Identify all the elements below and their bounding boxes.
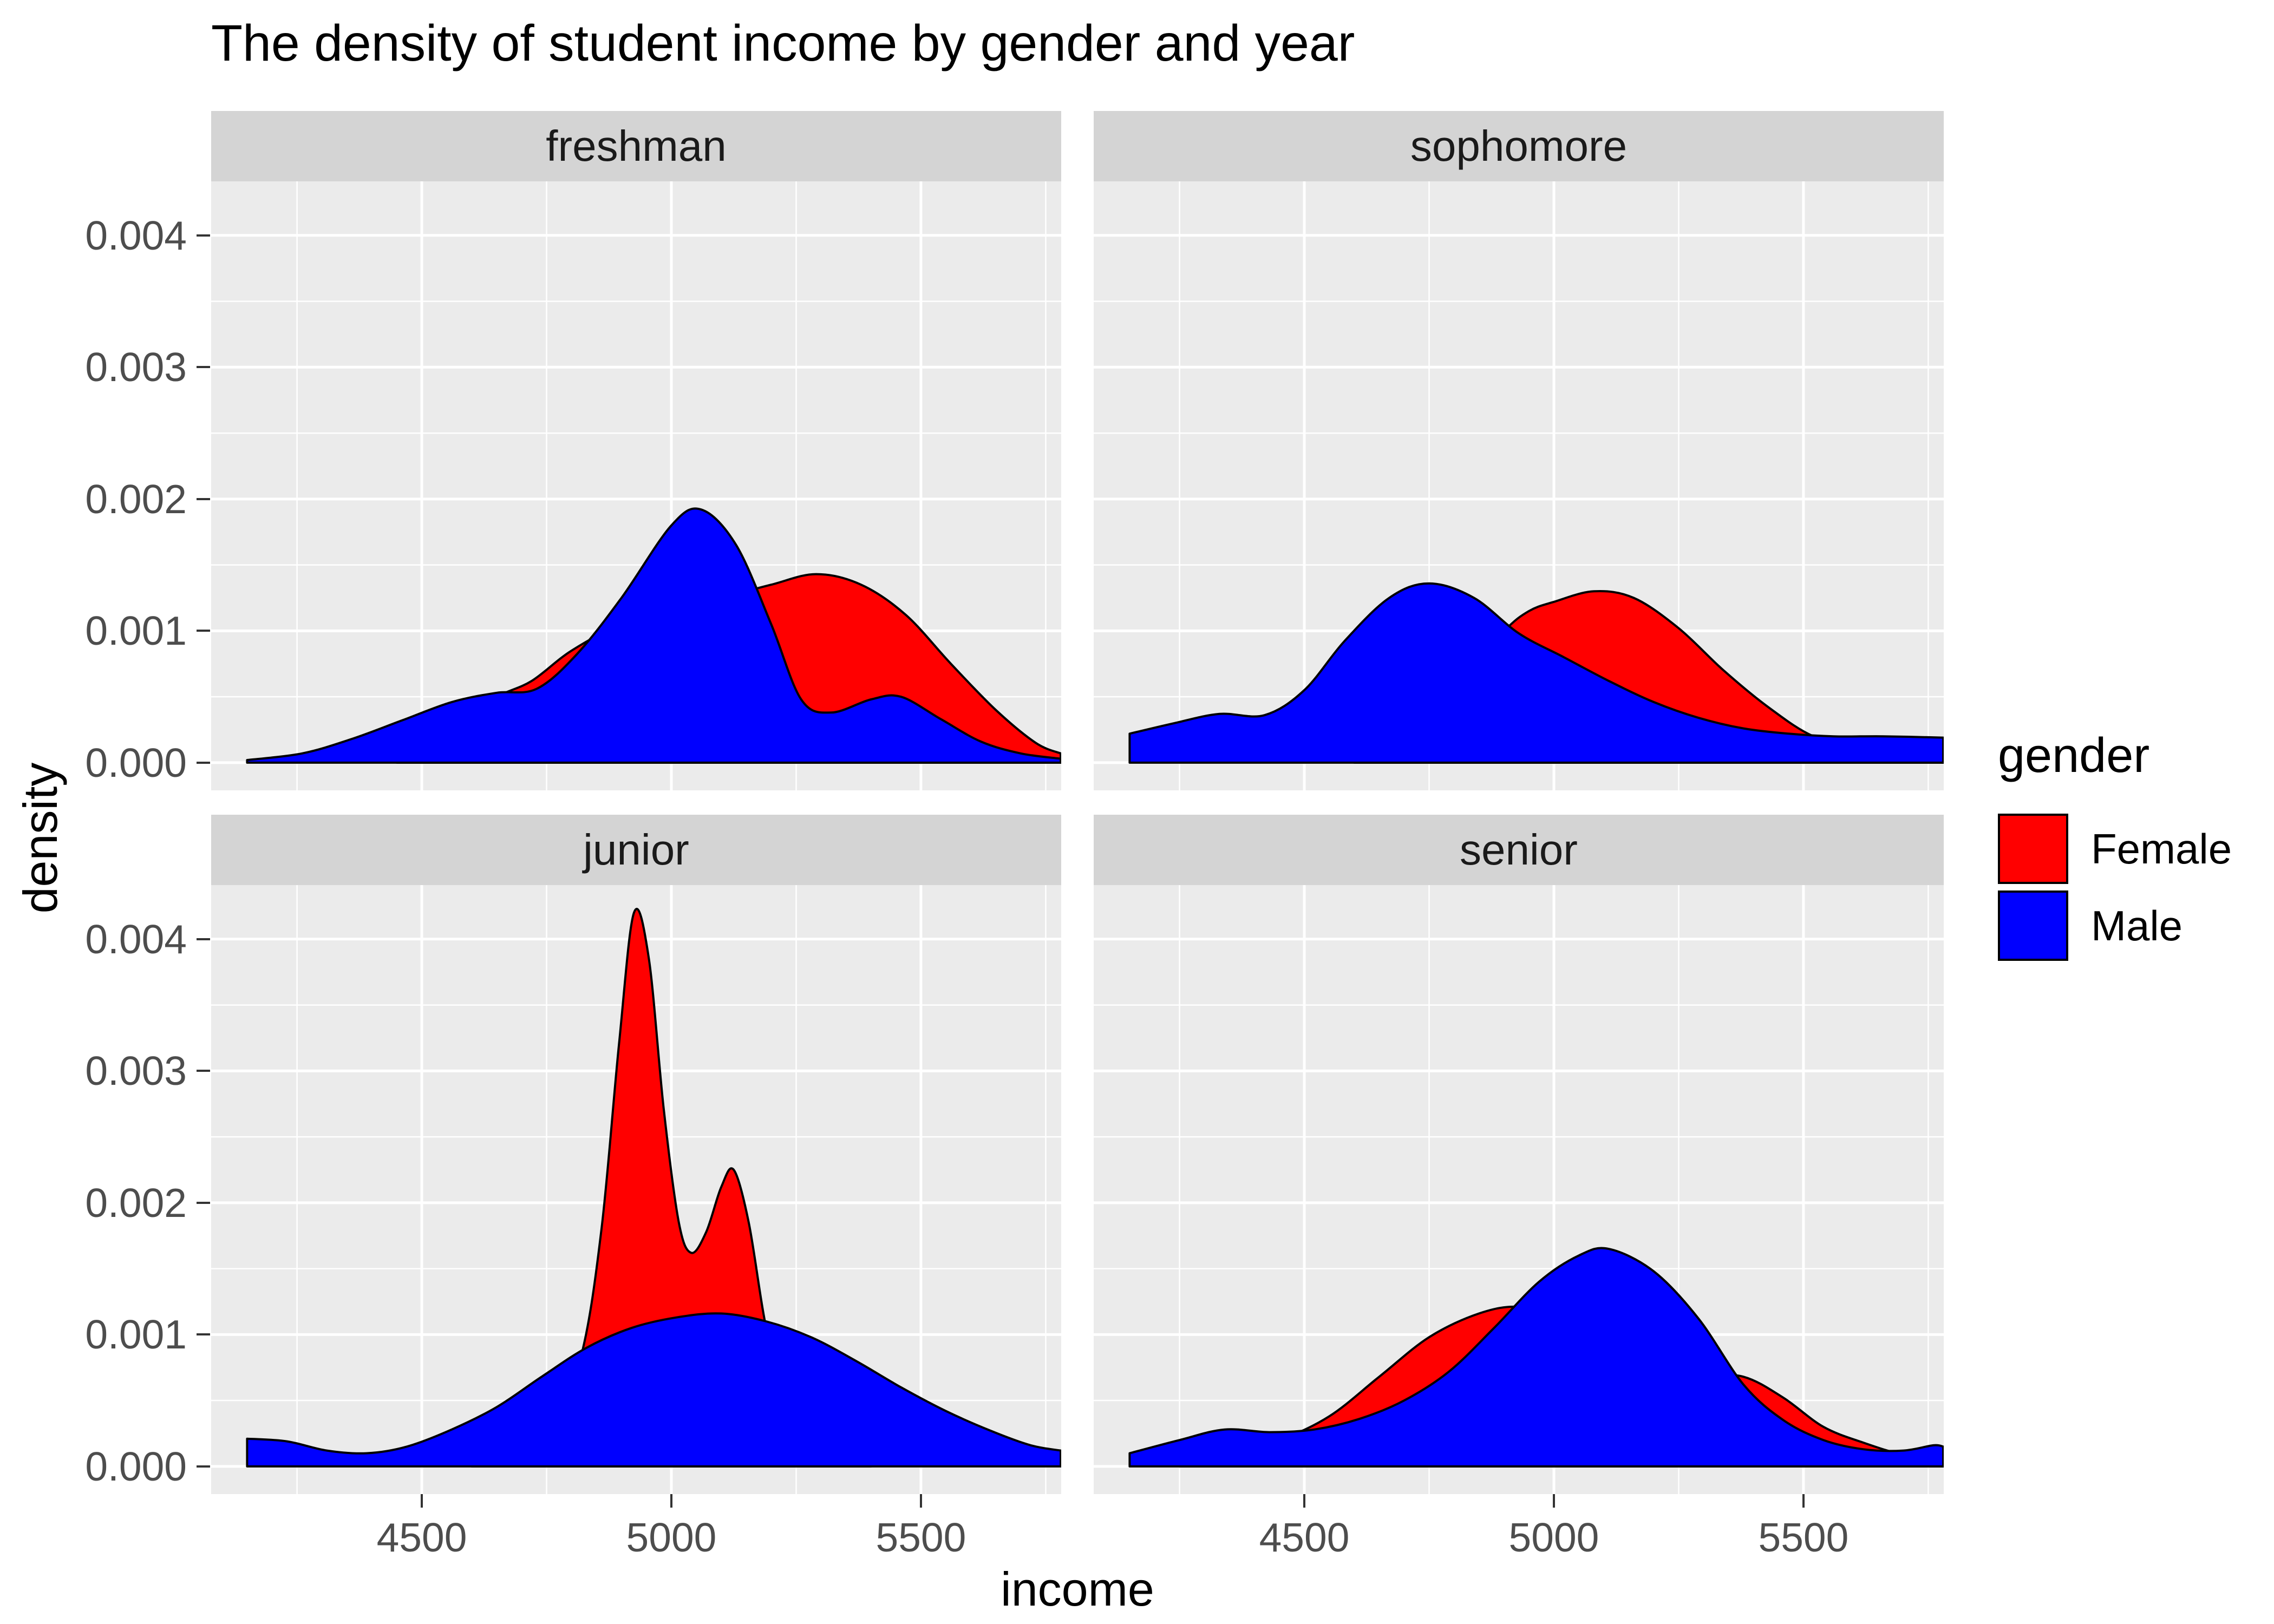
density-area-junior <box>211 885 1062 1494</box>
y-tick-label: 0.003 <box>85 1048 187 1094</box>
x-tick-label: 5000 <box>626 1515 717 1560</box>
y-tick-mark <box>197 1333 210 1336</box>
x-tick-label: 4500 <box>1259 1515 1350 1560</box>
legend-entry-female: Female <box>1998 814 2232 884</box>
x-tick-mark <box>919 1494 922 1508</box>
facet-strip-sophomore: sophomore <box>1094 111 1944 181</box>
legend-key-male-swatch <box>1998 890 2068 961</box>
x-tick-mark <box>1303 1494 1306 1508</box>
facet-strip-label: freshman <box>546 122 727 170</box>
x-tick-label: 5500 <box>1758 1515 1849 1560</box>
y-tick-mark <box>197 1465 210 1468</box>
facet-panel-junior <box>211 885 1062 1494</box>
legend-key-female-swatch <box>1998 814 2068 884</box>
legend: gender Female Male <box>1998 728 2232 967</box>
chart-title: The density of student income by gender … <box>211 15 1355 72</box>
y-tick-mark <box>197 938 210 940</box>
legend-title: gender <box>1998 729 2150 783</box>
density-area-senior <box>1094 885 1945 1494</box>
y-tick-label: 0.002 <box>85 476 187 522</box>
facet-panel-sophomore <box>1094 181 1945 790</box>
x-tick-mark <box>670 1494 672 1508</box>
facet-strip-freshman: freshman <box>211 111 1061 181</box>
y-tick-mark <box>197 1201 210 1204</box>
y-tick-mark <box>197 761 210 764</box>
density-area-freshman <box>211 181 1062 790</box>
facet-panel-freshman <box>211 181 1062 790</box>
y-tick-label: 0.001 <box>85 1312 187 1358</box>
x-tick-mark <box>421 1494 423 1508</box>
y-axis-title: density <box>14 762 67 914</box>
y-tick-mark <box>197 366 210 369</box>
legend-entry-male: Male <box>1998 890 2232 961</box>
y-tick-mark <box>197 234 210 237</box>
y-tick-label: 0.002 <box>85 1180 187 1226</box>
y-tick-label: 0.004 <box>85 916 187 962</box>
y-tick-label: 0.004 <box>85 212 187 258</box>
facet-strip-senior: senior <box>1094 815 1944 885</box>
facet-panel-senior <box>1094 885 1945 1494</box>
x-tick-label: 5000 <box>1508 1515 1599 1560</box>
y-tick-label: 0.003 <box>85 344 187 390</box>
y-tick-mark <box>197 497 210 500</box>
x-tick-label: 4500 <box>376 1515 467 1560</box>
facet-strip-label: senior <box>1460 826 1578 874</box>
y-tick-mark <box>197 630 210 632</box>
facet-strip-label: sophomore <box>1410 122 1628 170</box>
facet-strip-junior: junior <box>211 815 1061 885</box>
legend-label-male: Male <box>2091 901 2183 949</box>
density-area-sophomore <box>1094 181 1945 790</box>
x-tick-mark <box>1802 1494 1805 1508</box>
x-tick-mark <box>1552 1494 1555 1508</box>
y-tick-label: 0.001 <box>85 608 187 654</box>
legend-label-female: Female <box>2091 824 2232 873</box>
y-tick-label: 0.000 <box>85 739 187 785</box>
y-tick-label: 0.000 <box>85 1443 187 1489</box>
facet-strip-label: junior <box>583 826 689 874</box>
x-axis-title: income <box>1001 1562 1154 1616</box>
y-tick-mark <box>197 1070 210 1072</box>
x-tick-label: 5500 <box>875 1515 966 1560</box>
